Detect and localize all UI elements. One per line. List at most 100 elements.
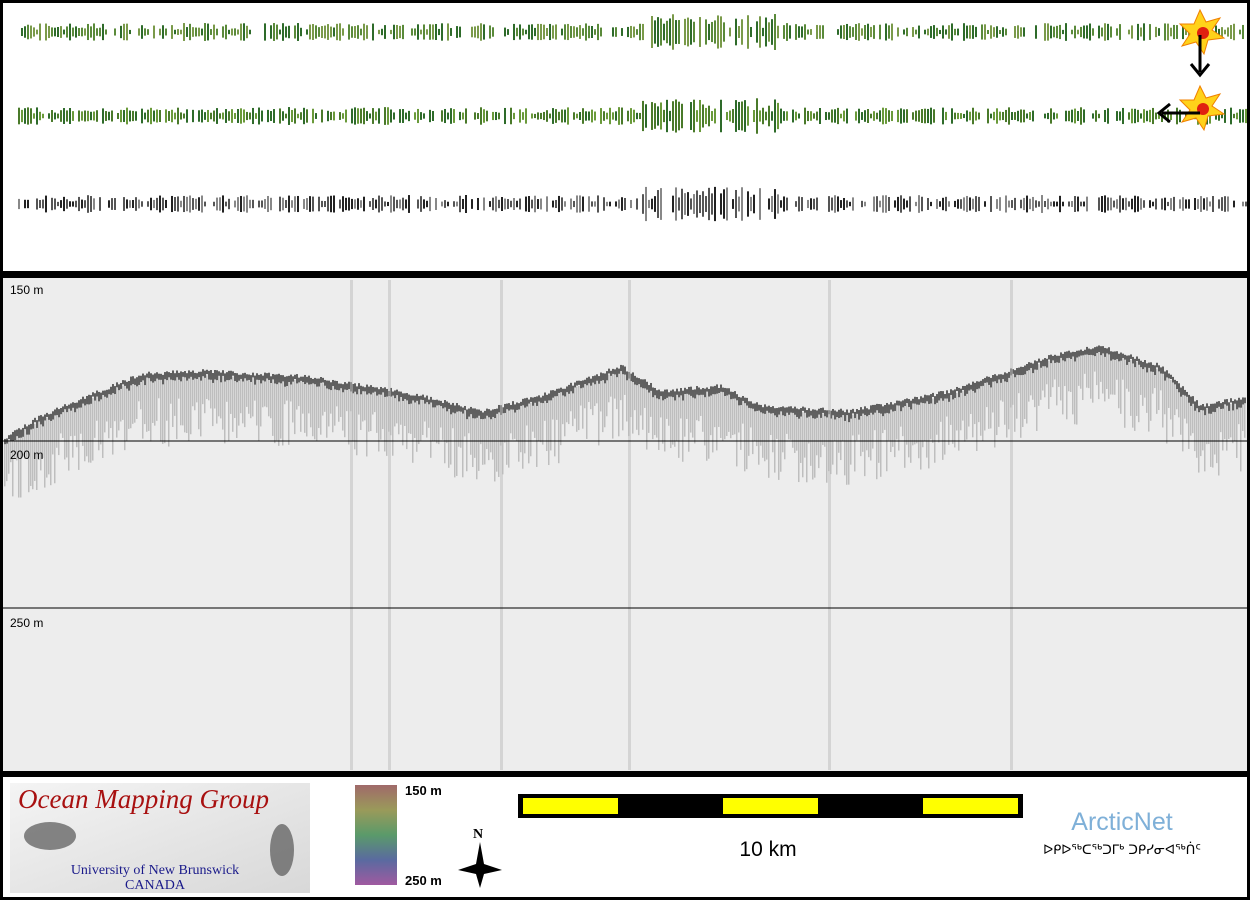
- swath-texture: [939, 201, 941, 207]
- swath-texture: [261, 110, 263, 122]
- echo-scatter: [684, 393, 686, 437]
- echo-return: [304, 374, 306, 385]
- echo-scatter: [288, 379, 290, 445]
- swath-texture: [564, 109, 566, 123]
- noise-streak: [828, 280, 831, 770]
- echo-scatter: [468, 412, 470, 434]
- echo-return: [12, 431, 14, 441]
- echo-return: [1198, 405, 1200, 413]
- swath-texture: [339, 112, 341, 120]
- echo-return: [484, 410, 486, 419]
- echo-return: [140, 375, 142, 382]
- swath-texture: [402, 109, 404, 123]
- echo-return: [860, 407, 862, 416]
- echo-scatter: [402, 395, 404, 446]
- swath-texture: [1152, 107, 1154, 125]
- profile-panel: [3, 278, 1247, 771]
- swath-texture: [1044, 23, 1046, 41]
- echo-return: [742, 395, 744, 401]
- echo-return: [80, 399, 82, 408]
- echo-return: [826, 410, 828, 418]
- echo-scatter: [820, 413, 822, 458]
- swath-texture: [609, 201, 611, 207]
- swath-texture: [294, 196, 296, 212]
- echo-return: [508, 403, 510, 411]
- echo-scatter: [942, 396, 944, 460]
- swath-texture: [177, 107, 179, 125]
- echo-return: [550, 390, 552, 401]
- swath-texture: [642, 100, 644, 132]
- echo-return: [108, 389, 110, 395]
- echo-scatter: [1076, 354, 1078, 425]
- echo-scatter: [488, 413, 490, 461]
- swath-texture: [150, 107, 152, 125]
- echo-return: [1206, 403, 1208, 409]
- echo-return: [972, 381, 974, 391]
- swath-texture: [954, 200, 956, 208]
- echo-scatter: [902, 404, 904, 437]
- swath-texture: [42, 113, 44, 119]
- swath-texture: [597, 23, 599, 41]
- echo-scatter: [822, 413, 824, 445]
- echo-scatter: [982, 383, 984, 441]
- swath-texture: [1128, 29, 1130, 35]
- swath-texture: [237, 109, 239, 123]
- swath-texture: [252, 107, 254, 125]
- echo-scatter: [100, 394, 102, 445]
- swath-texture: [165, 199, 167, 209]
- echo-scatter: [294, 379, 296, 435]
- swath-texture: [774, 99, 776, 133]
- echo-return: [950, 389, 952, 395]
- echo-scatter: [224, 376, 226, 444]
- echo-return: [458, 405, 460, 412]
- echo-return: [876, 403, 878, 411]
- swath-texture: [753, 194, 755, 214]
- swath-texture: [273, 109, 275, 123]
- echo-scatter: [40, 420, 42, 471]
- swath-texture: [819, 25, 821, 39]
- swath-texture: [645, 104, 647, 128]
- echo-return: [292, 376, 294, 382]
- swath-texture: [672, 195, 674, 213]
- swath-texture: [492, 27, 494, 37]
- echo-return: [836, 411, 838, 418]
- echo-return: [640, 379, 642, 388]
- echo-scatter: [694, 392, 696, 444]
- swath-texture: [1050, 108, 1052, 124]
- echo-scatter: [806, 412, 808, 483]
- swath-texture: [750, 26, 752, 38]
- swath-texture: [483, 197, 485, 211]
- swath-texture: [270, 197, 272, 211]
- echo-return: [614, 369, 616, 375]
- swath-texture: [540, 198, 542, 210]
- swath-texture: [606, 112, 608, 120]
- echo-scatter: [1236, 402, 1238, 458]
- swath-texture: [1029, 198, 1031, 210]
- echo-scatter: [1094, 351, 1096, 372]
- swath-texture: [1017, 25, 1019, 39]
- echo-return: [462, 407, 464, 414]
- swath-texture: [999, 197, 1001, 211]
- echo-scatter: [286, 379, 288, 401]
- echo-scatter: [1086, 352, 1088, 388]
- swath-texture: [843, 110, 845, 122]
- echo-scatter: [366, 389, 368, 457]
- echo-return: [890, 402, 892, 410]
- echo-scatter: [956, 392, 958, 431]
- echo-return: [514, 404, 516, 413]
- echo-return: [962, 385, 964, 391]
- swath-texture: [462, 198, 464, 210]
- swath-texture: [48, 25, 50, 39]
- echo-return: [480, 410, 482, 420]
- echo-return: [284, 376, 286, 387]
- echo-return: [32, 419, 34, 429]
- swath-texture: [999, 111, 1001, 121]
- echo-scatter: [738, 399, 740, 433]
- swath-texture: [762, 107, 764, 125]
- swath-texture: [1233, 200, 1235, 208]
- swath-texture: [102, 108, 104, 124]
- echo-return: [398, 391, 400, 402]
- swath-texture: [183, 113, 185, 119]
- echo-scatter: [606, 375, 608, 417]
- echo-return: [466, 409, 468, 420]
